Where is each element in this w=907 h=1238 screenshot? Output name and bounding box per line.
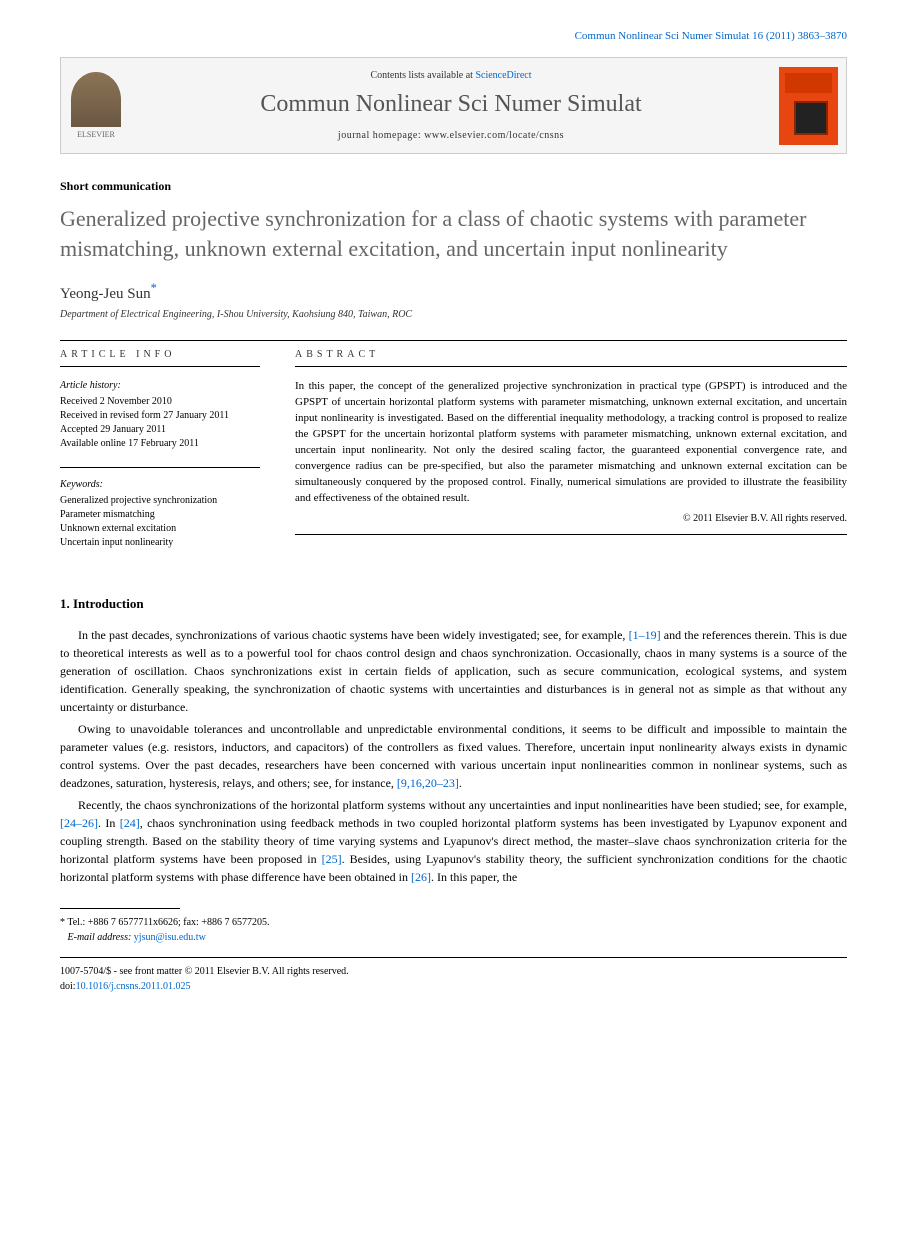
keyword-item: Generalized projective synchronization (60, 494, 260, 508)
issn-line: 1007-5704/$ - see front matter © 2011 El… (60, 964, 847, 979)
doi-label: doi: (60, 981, 76, 992)
author-text: Yeong-Jeu Sun (60, 286, 151, 302)
reference-link[interactable]: [1–19] (629, 628, 661, 642)
reference-link[interactable]: [25] (322, 852, 342, 866)
email-label: E-mail address: (68, 932, 132, 943)
abstract-label: ABSTRACT (295, 349, 847, 367)
keywords-header: Keywords: (60, 478, 260, 492)
reference-link[interactable]: [24] (120, 816, 140, 830)
author-affiliation: Department of Electrical Engineering, I-… (60, 309, 847, 320)
reference-link[interactable]: [9,16,20–23] (397, 776, 459, 790)
author-marker[interactable]: * (151, 281, 157, 295)
history-header: Article history: (60, 379, 260, 393)
info-divider (60, 467, 260, 468)
author-name: Yeong-Jeu Sun* (60, 281, 847, 303)
header-citation: Commun Nonlinear Sci Numer Simulat 16 (2… (60, 30, 847, 42)
para-text: In the past decades, synchronizations of… (78, 628, 629, 642)
info-abstract-row: ARTICLE INFO Article history: Received 2… (60, 349, 847, 566)
abstract-column: ABSTRACT In this paper, the concept of t… (295, 349, 847, 566)
section-1-heading: 1. Introduction (60, 596, 847, 612)
abstract-text: In this paper, the concept of the genera… (295, 379, 847, 507)
article-history-block: Article history: Received 2 November 201… (60, 379, 260, 451)
bottom-divider (60, 957, 847, 958)
corresponding-author-footnote: * Tel.: +886 7 6577711x6626; fax: +886 7… (60, 915, 847, 945)
history-item: Received 2 November 2010 (60, 395, 260, 409)
doi-link[interactable]: 10.1016/j.cnsns.2011.01.025 (76, 981, 191, 992)
article-title: Generalized projective synchronization f… (60, 204, 847, 263)
publication-footer: 1007-5704/$ - see front matter © 2011 El… (60, 964, 847, 994)
sciencedirect-link[interactable]: ScienceDirect (475, 70, 531, 81)
masthead-center: Contents lists available at ScienceDirec… (131, 58, 771, 153)
journal-cover-thumbnail (771, 58, 846, 153)
para-text: Recently, the chaos synchronizations of … (78, 798, 847, 812)
keyword-item: Parameter mismatching (60, 508, 260, 522)
intro-paragraph-2: Owing to unavoidable tolerances and unco… (60, 720, 847, 792)
article-info-column: ARTICLE INFO Article history: Received 2… (60, 349, 260, 566)
para-text: . In this paper, the (431, 870, 517, 884)
divider-top (60, 340, 847, 341)
elsevier-logo: ELSEVIER (61, 58, 131, 153)
keyword-item: Unknown external excitation (60, 522, 260, 536)
elsevier-tree-icon (71, 72, 121, 127)
article-info-label: ARTICLE INFO (60, 349, 260, 367)
para-text: . (459, 776, 462, 790)
footnote-contact: Tel.: +886 7 6577711x6626; fax: +886 7 6… (67, 917, 269, 928)
journal-name: Commun Nonlinear Sci Numer Simulat (151, 91, 751, 118)
keyword-item: Uncertain input nonlinearity (60, 536, 260, 550)
intro-paragraph-1: In the past decades, synchronizations of… (60, 626, 847, 716)
keywords-block: Keywords: Generalized projective synchro… (60, 478, 260, 550)
para-text: . In (98, 816, 120, 830)
footnote-divider (60, 908, 180, 909)
homepage-prefix: journal homepage: (338, 130, 424, 141)
history-item: Available online 17 February 2011 (60, 437, 260, 451)
abstract-copyright: © 2011 Elsevier B.V. All rights reserved… (295, 513, 847, 524)
reference-link[interactable]: [26] (411, 870, 431, 884)
author-email-link[interactable]: yjsun@isu.edu.tw (134, 932, 206, 943)
history-item: Accepted 29 January 2011 (60, 423, 260, 437)
intro-paragraph-3: Recently, the chaos synchronizations of … (60, 796, 847, 886)
homepage-url[interactable]: www.elsevier.com/locate/cnsns (424, 130, 564, 141)
journal-masthead: ELSEVIER Contents lists available at Sci… (60, 57, 847, 154)
history-item: Received in revised form 27 January 2011 (60, 409, 260, 423)
abstract-bottom-divider (295, 534, 847, 535)
journal-homepage: journal homepage: www.elsevier.com/locat… (151, 130, 751, 141)
cover-image-icon (779, 67, 838, 145)
article-type: Short communication (60, 179, 847, 194)
footnote-marker: * (60, 917, 65, 928)
elsevier-label: ELSEVIER (77, 130, 115, 139)
contents-available-line: Contents lists available at ScienceDirec… (151, 70, 751, 81)
reference-link[interactable]: [24–26] (60, 816, 98, 830)
contents-prefix: Contents lists available at (370, 70, 475, 81)
